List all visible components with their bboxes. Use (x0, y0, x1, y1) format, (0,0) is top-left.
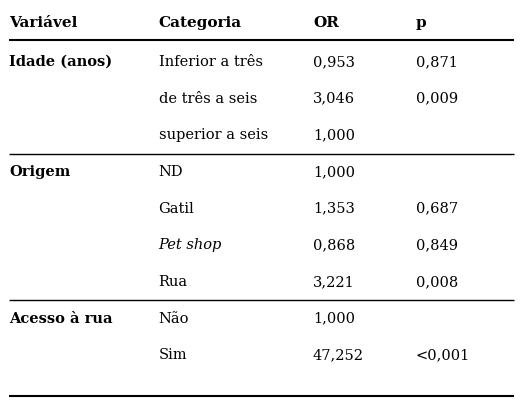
Text: ND: ND (158, 165, 183, 179)
Text: 3,221: 3,221 (313, 275, 355, 289)
Text: Categoria: Categoria (158, 15, 242, 30)
Text: OR: OR (313, 15, 339, 30)
Text: 0,008: 0,008 (416, 275, 458, 289)
Text: 1,353: 1,353 (313, 202, 355, 216)
Text: Não: Não (158, 311, 189, 326)
Text: Origem: Origem (9, 165, 71, 179)
Text: 0,849: 0,849 (416, 239, 458, 252)
Text: 1,000: 1,000 (313, 311, 355, 326)
Text: p: p (416, 15, 427, 30)
Text: Rua: Rua (158, 275, 188, 289)
Text: Gatil: Gatil (158, 202, 195, 216)
Text: <0,001: <0,001 (416, 348, 470, 362)
Text: 0,953: 0,953 (313, 55, 355, 69)
Text: 0,009: 0,009 (416, 92, 458, 106)
Text: 0,868: 0,868 (313, 239, 355, 252)
Text: 1,000: 1,000 (313, 128, 355, 143)
Text: 1,000: 1,000 (313, 165, 355, 179)
Text: 0,687: 0,687 (416, 202, 458, 216)
Text: superior a seis: superior a seis (158, 128, 268, 143)
Text: Variável: Variável (9, 15, 78, 30)
Text: 47,252: 47,252 (313, 348, 364, 362)
Text: Pet shop: Pet shop (158, 239, 222, 252)
Text: Inferior a três: Inferior a três (158, 55, 263, 69)
Text: 3,046: 3,046 (313, 92, 355, 106)
Text: Acesso à rua: Acesso à rua (9, 311, 113, 326)
Text: Idade (anos): Idade (anos) (9, 55, 112, 69)
Text: de três a seis: de três a seis (158, 92, 257, 106)
Text: 0,871: 0,871 (416, 55, 458, 69)
Text: Sim: Sim (158, 348, 187, 362)
